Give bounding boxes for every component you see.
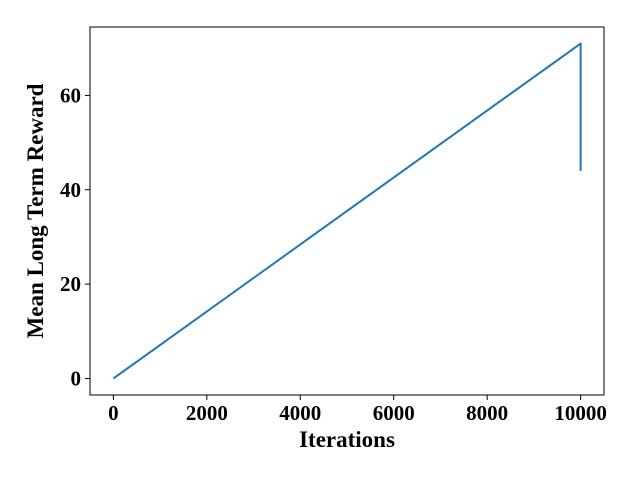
plot-area — [112, 42, 582, 380]
x-tick-label: 10000 — [554, 401, 607, 425]
y-tick-label: 20 — [60, 272, 81, 296]
y-axis: 0 20 40 60 — [60, 83, 90, 390]
x-tick-label: 8000 — [466, 401, 508, 425]
y-tick-label: 0 — [71, 366, 82, 390]
y-tick-label: 40 — [60, 178, 81, 202]
x-tick-label: 6000 — [373, 401, 415, 425]
plot-frame — [89, 26, 605, 396]
x-tick-label: 0 — [108, 401, 119, 425]
y-axis-label: Mean Long Term Reward — [23, 83, 48, 338]
series-line-0 — [112, 42, 582, 380]
x-axis-label: Iterations — [299, 427, 395, 452]
x-tick-label: 2000 — [186, 401, 228, 425]
y-tick-label: 60 — [60, 83, 81, 107]
x-tick-label: 4000 — [279, 401, 321, 425]
x-axis: 0 2000 4000 6000 8000 10000 — [108, 395, 607, 425]
